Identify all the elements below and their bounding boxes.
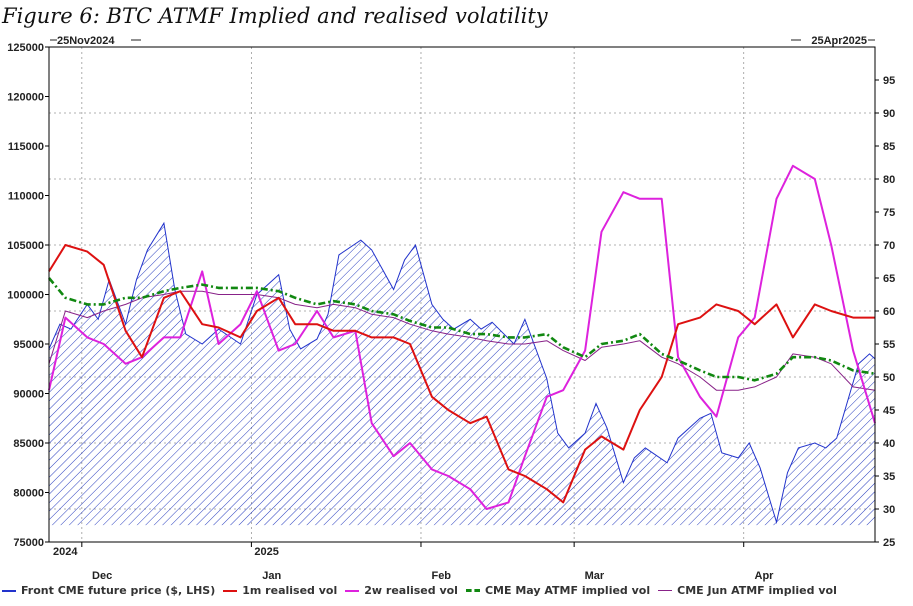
right-axis-tick-label: 80 (883, 174, 895, 186)
vol-lines-layer (47, 164, 876, 510)
x-axis-tick-label: Feb (431, 570, 451, 582)
legend-label-jun: CME Jun ATMF implied vol (677, 584, 837, 597)
legend-label-may: CME May ATMF implied vol (484, 584, 651, 597)
price-area-fill (49, 223, 875, 526)
right-axis-tick-label: 40 (883, 438, 895, 450)
x-axis-tick-label: Mar (585, 570, 605, 582)
right-axis-tick-label: 95 (883, 75, 895, 87)
legend-item-1m: 1m realised vol (223, 584, 337, 597)
legend-swatch-price (2, 589, 16, 592)
right-axis-tick-label: 75 (883, 207, 895, 219)
left-axis-tick-label: 110000 (8, 191, 44, 203)
year-label: 2024 (53, 546, 78, 558)
x-axis-tick-label: Apr (755, 570, 775, 582)
axes: 75000 80000 85000 90000 95000 100000 105000 110… (7, 35, 895, 582)
right-axis-tick-label: 90 (883, 108, 895, 120)
left-axis-tick-label: 95000 (13, 339, 44, 351)
legend-swatch-1m (223, 589, 238, 592)
date-range-end: 25Apr2025 (811, 35, 867, 47)
legend-item-may: CME May ATMF implied vol (465, 584, 651, 597)
right-axis-tick-label: 65 (883, 273, 895, 285)
series-line-2w-realised-vol (48, 164, 876, 510)
right-axis-tick-label: 35 (883, 471, 895, 483)
legend-item-price: Front CME future price ($, LHS) (2, 584, 215, 597)
left-axis-tick-label: 80000 (13, 488, 44, 500)
legend-label-price: Front CME future price ($, LHS) (21, 584, 216, 597)
right-axis-tick-label: 70 (883, 240, 895, 252)
legend-item-2w: 2w realised vol (345, 584, 458, 597)
right-axis-tick-label: 60 (883, 306, 895, 318)
legend-swatch-2w (345, 589, 360, 592)
legend-swatch-jun (658, 590, 673, 591)
right-axis-tick-label: 45 (883, 405, 895, 417)
left-axis-tick-label: 115000 (8, 141, 44, 153)
chart-title: Figure 6: BTC ATMF Implied and realised … (2, 4, 548, 28)
price-area-layer (48, 221, 876, 526)
x-axis-tick-label: Dec (92, 570, 112, 582)
series-line-may-implied-vol (47, 277, 876, 382)
series-line-1m-realised-vol (48, 244, 875, 504)
x-axis-tick-label: Jan (262, 570, 281, 582)
right-axis-tick-label: 55 (883, 339, 895, 351)
left-axis-tick-label: 100000 (7, 290, 44, 302)
legend: Front CME future price ($, LHS) 1m reali… (2, 584, 845, 597)
right-axis-tick-label: 50 (883, 372, 895, 384)
year-label: 2025 (254, 546, 278, 558)
series-line-jun-implied-vol (48, 290, 876, 391)
date-range-start: 25Nov2024 (57, 35, 115, 47)
legend-label-1m: 1m realised vol (242, 584, 338, 597)
right-axis-tick-label: 85 (883, 141, 895, 153)
legend-item-jun: CME Jun ATMF implied vol (658, 584, 837, 597)
left-axis-tick-label: 90000 (13, 389, 44, 401)
legend-swatch-may (465, 589, 480, 592)
right-axis-tick-label: 30 (883, 504, 895, 516)
legend-label-2w: 2w realised vol (364, 584, 458, 597)
left-axis-tick-label: 75000 (13, 537, 44, 549)
left-axis-tick-label: 120000 (7, 92, 44, 104)
left-axis-tick-label: 85000 (13, 438, 44, 450)
left-axis-tick-label: 105000 (7, 240, 44, 252)
right-axis-tick-label: 25 (883, 537, 895, 549)
left-axis-tick-label: 125000 (7, 42, 44, 54)
